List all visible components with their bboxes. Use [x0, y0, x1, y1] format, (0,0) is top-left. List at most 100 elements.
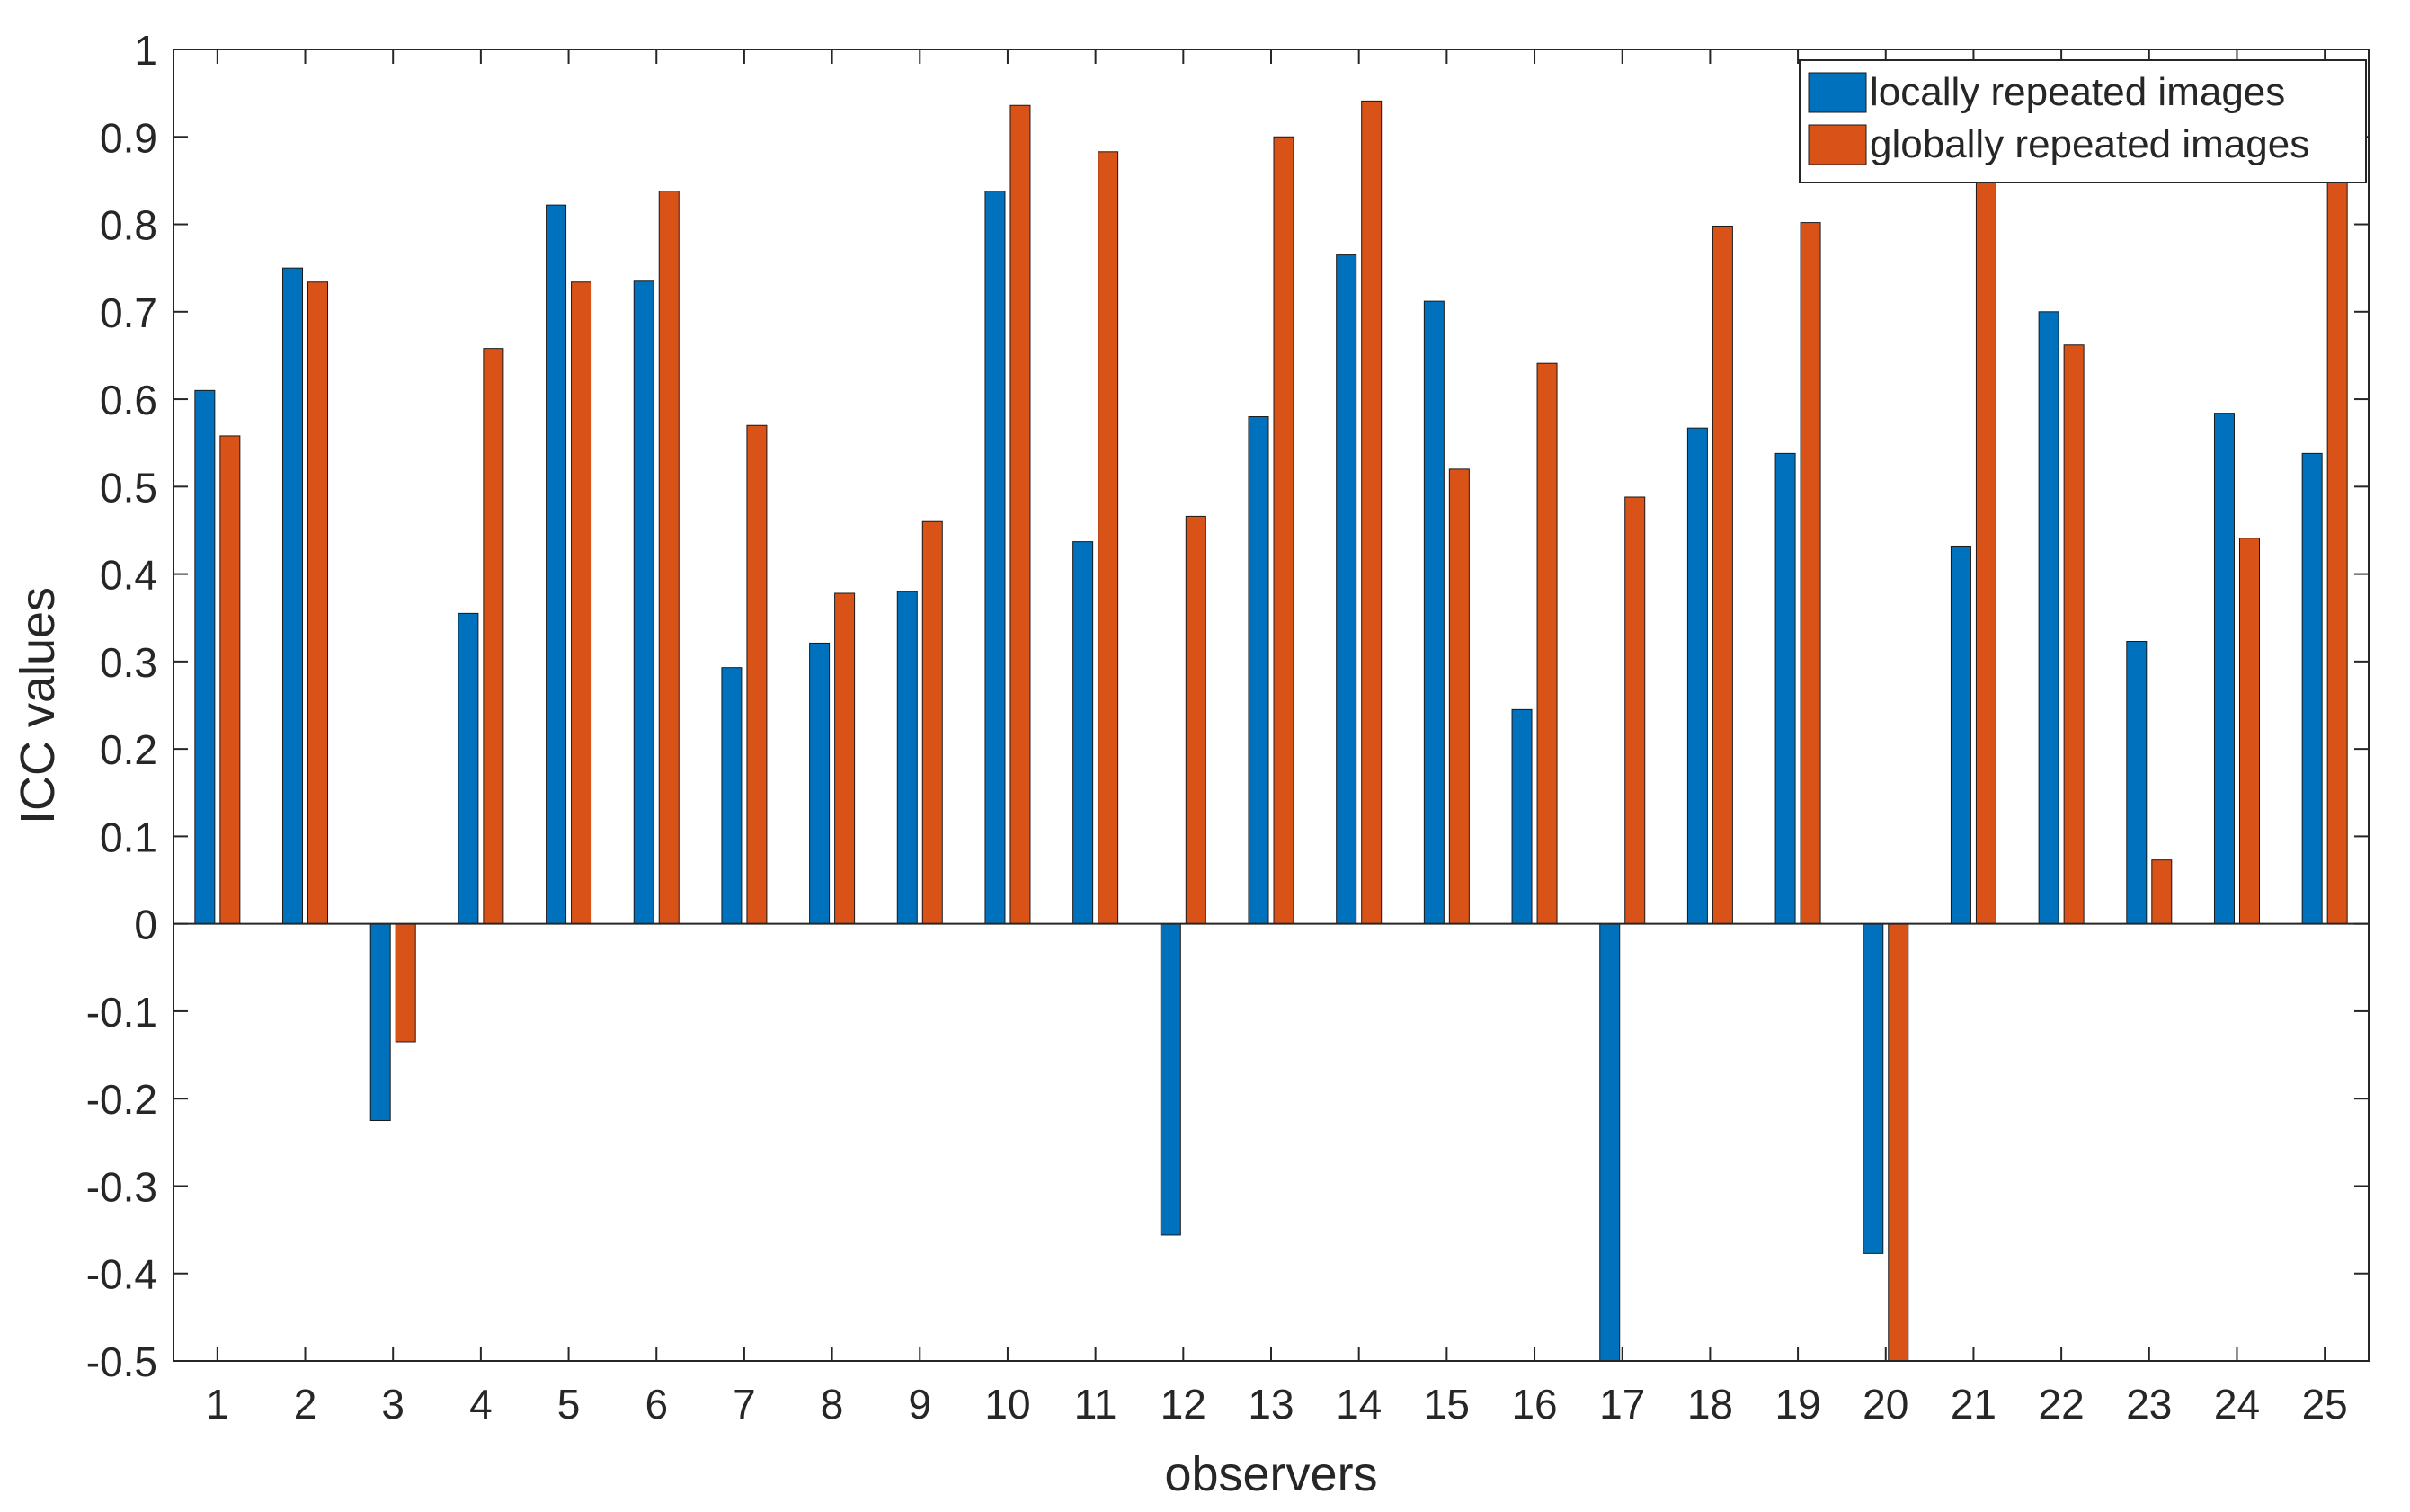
y-tick-label: 0.2	[100, 726, 157, 773]
bar-globally-observer-16	[1536, 362, 1558, 925]
bar-locally-observer-16	[1511, 708, 1533, 925]
y-tick-label: -0.3	[86, 1163, 157, 1210]
x-tick-label: 6	[645, 1381, 668, 1428]
bar-locally-observer-13	[1248, 416, 1269, 925]
x-tick-label: 7	[733, 1381, 756, 1428]
bar-globally-observer-24	[2238, 538, 2260, 925]
bar-locally-observer-25	[2301, 452, 2323, 925]
bar-locally-observer-4	[458, 612, 479, 925]
bar-globally-observer-9	[921, 520, 943, 925]
y-tick-label: 0.6	[100, 377, 157, 423]
legend-swatch-globally	[1808, 124, 1867, 165]
bar-locally-observer-6	[633, 280, 654, 925]
bar-globally-observer-2	[307, 281, 329, 925]
bar-globally-observer-17	[1624, 496, 1646, 925]
bar-globally-observer-3	[395, 923, 416, 1043]
bar-locally-observer-23	[2126, 640, 2148, 925]
bar-locally-observer-2	[282, 267, 304, 925]
bar-globally-observer-10	[1009, 104, 1031, 925]
x-tick-label: 19	[1774, 1381, 1820, 1428]
bar-globally-observer-25	[2326, 171, 2348, 925]
bar-locally-observer-12	[1160, 923, 1181, 1236]
bar-locally-observer-14	[1336, 254, 1357, 925]
legend-swatch-locally	[1808, 72, 1867, 113]
x-tick-label: 5	[557, 1381, 581, 1428]
bar-globally-observer-7	[746, 424, 768, 925]
y-tick-label: 0.3	[100, 639, 157, 686]
y-axis-label: ICC values	[11, 587, 65, 824]
x-tick-label: 25	[2302, 1381, 2348, 1428]
y-tick-label: 0.4	[100, 552, 157, 599]
x-tick-label: 11	[1074, 1381, 1117, 1428]
x-tick-label: 18	[1687, 1381, 1733, 1428]
x-tick-label: 15	[1424, 1381, 1470, 1428]
y-tick-label: 0.8	[100, 202, 157, 249]
y-tick-label: -0.2	[86, 1076, 157, 1123]
bar-locally-observer-7	[721, 667, 743, 925]
y-tick-label: -0.4	[86, 1251, 157, 1298]
bar-globally-observer-19	[1800, 222, 1821, 925]
legend-label-globally: globally repeated images	[1870, 122, 2309, 166]
legend-box	[1799, 59, 2367, 183]
bar-globally-observer-12	[1185, 515, 1206, 925]
bar-locally-observer-5	[546, 204, 567, 925]
bar-locally-observer-1	[194, 389, 216, 925]
bar-locally-observer-22	[2038, 311, 2059, 925]
bar-globally-observer-8	[834, 592, 856, 925]
bar-locally-observer-9	[896, 591, 918, 925]
y-tick-label: 0	[134, 902, 157, 948]
bar-globally-observer-6	[658, 191, 680, 925]
bar-globally-observer-4	[483, 348, 504, 925]
x-tick-label: 12	[1161, 1381, 1206, 1428]
x-tick-label: 17	[1599, 1381, 1645, 1428]
ticks-layer: -0.5 -0.4 -0.3 -0.2 -0.1 0 0.1 0.2 0.3 0.4 0.5 0.6 0…	[86, 27, 2369, 1428]
bar-locally-observer-10	[984, 191, 1006, 925]
bar-globally-observer-1	[219, 435, 241, 925]
x-tick-label: 3	[381, 1381, 405, 1428]
x-tick-label: 24	[2214, 1381, 2260, 1428]
bar-globally-observer-15	[1448, 468, 1470, 925]
bar-locally-observer-15	[1423, 300, 1445, 925]
y-tick-label: 1	[134, 27, 157, 74]
x-tick-label: 1	[206, 1381, 229, 1428]
x-tick-label: 8	[821, 1381, 844, 1428]
x-tick-label: 9	[908, 1381, 931, 1428]
bar-globally-observer-20	[1888, 923, 1909, 1362]
bar-globally-observer-14	[1361, 100, 1383, 925]
bar-locally-observer-20	[1863, 923, 1884, 1254]
x-tick-label: 14	[1336, 1381, 1382, 1428]
bar-locally-observer-17	[1599, 923, 1621, 1362]
y-tick-label: -0.5	[86, 1339, 157, 1385]
x-tick-label: 20	[1863, 1381, 1908, 1428]
bar-globally-observer-13	[1273, 136, 1294, 925]
bar-locally-observer-11	[1072, 541, 1094, 925]
bar-globally-observer-23	[2151, 859, 2173, 925]
x-tick-label: 2	[294, 1381, 317, 1428]
bar-globally-observer-5	[571, 281, 592, 925]
bar-globally-observer-18	[1712, 225, 1733, 925]
x-tick-label: 16	[1511, 1381, 1557, 1428]
bar-locally-observer-18	[1686, 427, 1708, 925]
bar-locally-observer-24	[2213, 413, 2235, 925]
x-tick-label: 4	[469, 1381, 493, 1428]
y-tick-label: 0.9	[100, 114, 157, 161]
legend-label-locally: locally repeated images	[1870, 70, 2285, 114]
x-tick-label: 13	[1248, 1381, 1294, 1428]
x-axis-label: observers	[1164, 1447, 1377, 1501]
y-tick-label: 0.5	[100, 464, 157, 511]
legend: locally repeated images globally repeated…	[1799, 59, 2367, 183]
y-tick-label: 0.7	[100, 289, 157, 336]
y-tick-label: -0.1	[86, 989, 157, 1036]
bar-locally-observer-19	[1774, 452, 1796, 925]
x-tick-label: 21	[1951, 1381, 1996, 1428]
bars-layer	[173, 100, 2369, 1362]
x-tick-label: 23	[2126, 1381, 2172, 1428]
bar-globally-observer-21	[1975, 171, 1996, 925]
x-tick-label: 10	[984, 1381, 1030, 1428]
y-tick-label: 0.1	[100, 814, 157, 860]
bar-globally-observer-11	[1098, 151, 1119, 925]
x-tick-label: 22	[2039, 1381, 2085, 1428]
bar-locally-observer-3	[369, 923, 391, 1122]
bar-globally-observer-22	[2063, 344, 2085, 925]
